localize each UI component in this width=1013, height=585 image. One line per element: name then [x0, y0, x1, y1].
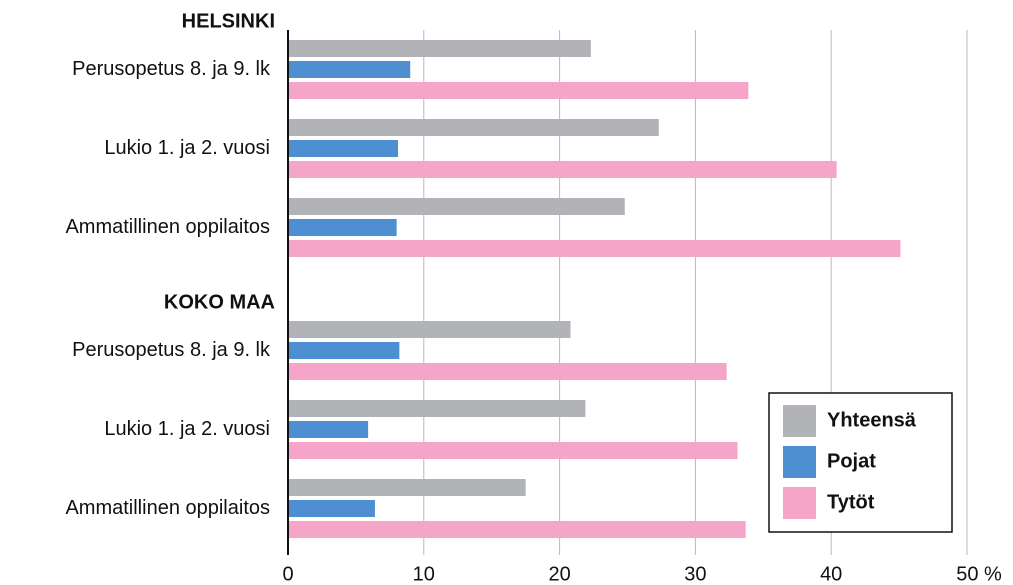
group-label: KOKO MAA	[164, 291, 275, 313]
category-label: Perusopetus 8. ja 9. lk	[72, 58, 271, 80]
legend-label: Pojat	[827, 450, 876, 472]
legend-swatch	[783, 487, 816, 519]
legend-label: Tytöt	[827, 491, 875, 513]
bar	[288, 363, 727, 380]
bar	[288, 240, 901, 257]
x-tick-label: 20	[548, 563, 570, 585]
legend-swatch	[783, 405, 816, 437]
category-label: Ammatillinen oppilaitos	[65, 216, 270, 238]
bar	[288, 219, 397, 236]
legend-swatch	[783, 446, 816, 478]
category-label: Ammatillinen oppilaitos	[65, 497, 270, 519]
bar	[288, 521, 746, 538]
bar	[288, 500, 375, 517]
bar	[288, 82, 749, 99]
bar	[288, 342, 400, 359]
category-label: Lukio 1. ja 2. vuosi	[104, 137, 270, 159]
category-label: Perusopetus 8. ja 9. lk	[72, 339, 271, 361]
legend-label: Yhteensä	[827, 409, 917, 431]
bar	[288, 400, 586, 417]
bar	[288, 321, 571, 338]
x-tick-label: 10	[413, 563, 435, 585]
x-tick-label: 0	[282, 563, 293, 585]
x-tick-label: 30	[684, 563, 706, 585]
bar	[288, 479, 526, 496]
group-label: HELSINKI	[182, 10, 275, 32]
bar	[288, 161, 837, 178]
bar	[288, 61, 411, 78]
x-tick-label: 50 %	[956, 563, 1002, 585]
bar	[288, 119, 659, 136]
bar	[288, 140, 398, 157]
bar	[288, 421, 369, 438]
x-tick-label: 40	[820, 563, 842, 585]
bar	[288, 40, 591, 57]
bar	[288, 198, 625, 215]
category-label: Lukio 1. ja 2. vuosi	[104, 418, 270, 440]
bar	[288, 442, 738, 459]
